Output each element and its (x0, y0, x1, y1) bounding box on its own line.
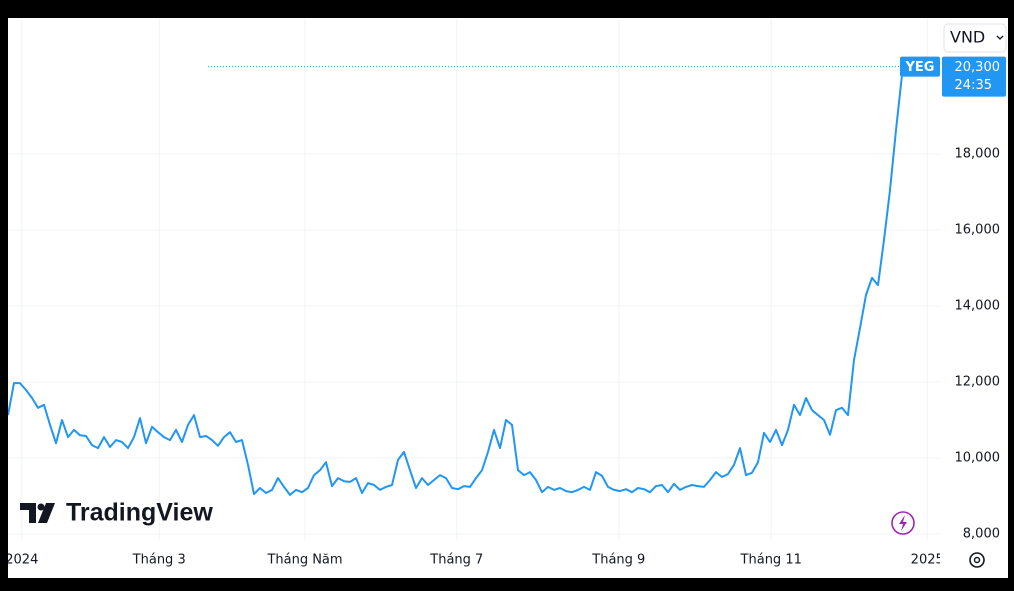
price-labels: YEG 20,300 24:35 (900, 56, 1006, 97)
chevron[interactable] (996, 35, 1004, 40)
y-tick-label: 14,000 (955, 299, 1001, 314)
y-tick-label: 10,000 (955, 451, 1001, 466)
settings-icon[interactable] (973, 556, 981, 564)
y-tick-label: 18,000 (955, 147, 1001, 162)
lightning-button[interactable] (891, 511, 915, 535)
symbol-name: YEG (905, 60, 935, 75)
x-tick-label: 2025 (911, 553, 944, 568)
y-tick-label: 12,000 (955, 375, 1001, 390)
grid (8, 18, 940, 540)
logo-mark (20, 503, 36, 523)
settings-button[interactable] (969, 552, 985, 568)
currency-box[interactable] (943, 23, 1007, 53)
x-tick-label: 2024 (5, 553, 38, 568)
lightning-icon[interactable] (899, 515, 907, 531)
plot (8, 65, 940, 496)
x-tick-label: Tháng 3 (132, 553, 186, 568)
currency-text[interactable]: VND (950, 28, 985, 47)
watermark-text: TradingView (66, 499, 213, 527)
x-tick-label: Tháng 9 (591, 553, 645, 568)
symbol-tag (900, 56, 940, 77)
y-axis: 8,000 10,000 12,000 14,000 16,000 18,000 (955, 147, 1001, 542)
x-tick-label: Tháng 11 (740, 553, 802, 568)
chart-background (8, 18, 1008, 578)
logo-mark (38, 503, 55, 523)
currency-button[interactable]: VND (943, 23, 1007, 53)
y-tick-label: 16,000 (955, 223, 1001, 238)
x-tick-label: Tháng 7 (429, 553, 483, 568)
logo-dot (37, 503, 45, 511)
price-value: 20,300 (955, 60, 1001, 75)
price-tag (942, 56, 1006, 97)
x-axis: 2024 Tháng 3 Tháng Năm Tháng 7 Tháng 9 Tháng … (5, 553, 944, 568)
watermark: TradingView (20, 499, 213, 527)
price-line (8, 65, 938, 496)
settings-icon[interactable] (969, 552, 985, 568)
y-tick-label: 8,000 (963, 526, 1000, 541)
countdown: 24:35 (955, 78, 992, 93)
x-tick-label: Tháng Năm (266, 553, 342, 568)
